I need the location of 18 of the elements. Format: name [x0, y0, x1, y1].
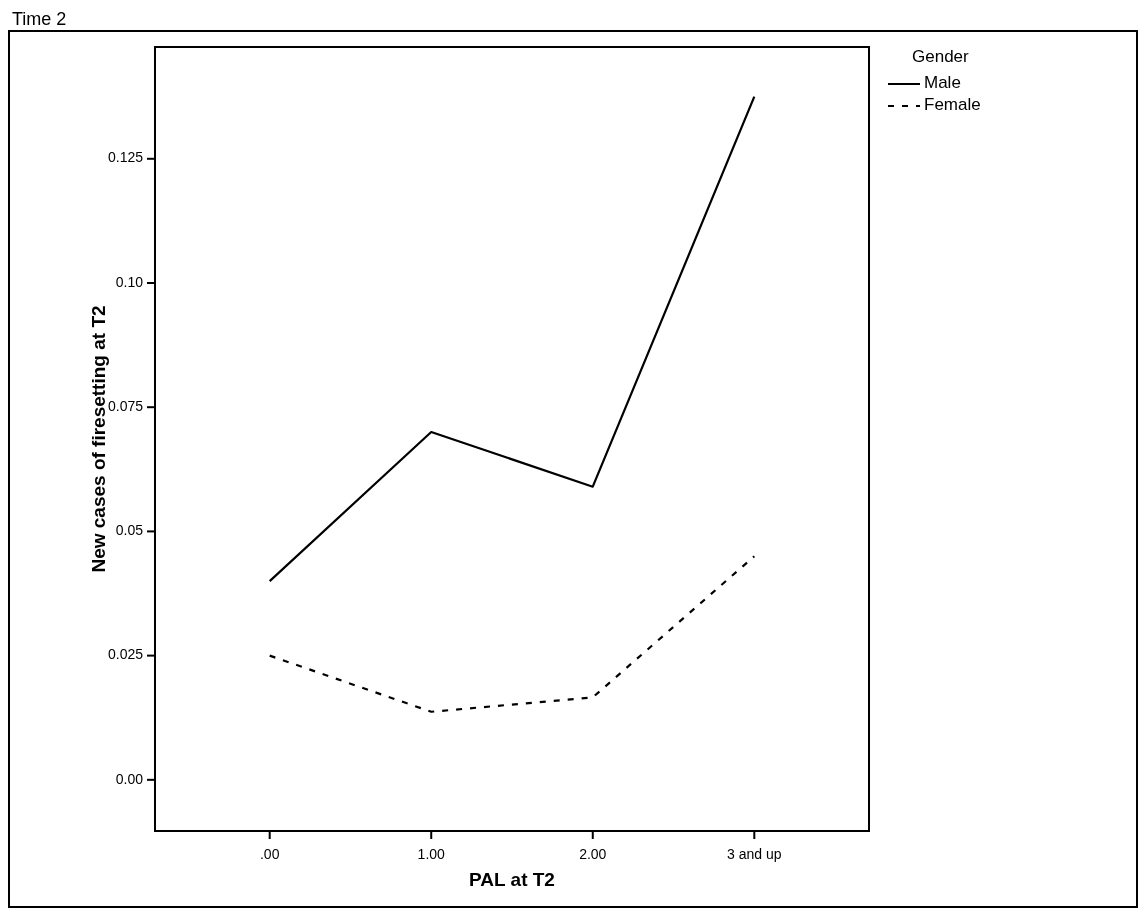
legend-label: Female — [924, 95, 981, 115]
chart-title: Time 2 — [12, 9, 67, 29]
x-tick-label: 3 and up — [727, 846, 782, 862]
line-series — [268, 95, 756, 583]
y-tick-label: 0.075 — [107, 397, 144, 414]
y-tick-label: 0.125 — [107, 149, 144, 166]
y-axis-title: New cases of firesetting at T2 — [88, 305, 109, 573]
x-axis-title: PAL at T2 — [469, 869, 555, 890]
legend-label: Male — [924, 73, 961, 93]
x-tick-label: .00 — [259, 846, 280, 862]
y-tick-label: 0.00 — [115, 770, 144, 787]
line-series — [268, 555, 756, 713]
legend-title: Gender — [912, 47, 970, 66]
y-tick-label: 0.10 — [115, 273, 144, 290]
y-tick-label: 0.025 — [107, 646, 144, 663]
x-tick-label: 2.00 — [579, 846, 607, 862]
x-tick-label: 1.00 — [417, 846, 446, 862]
y-tick-label: 0.05 — [115, 522, 144, 539]
